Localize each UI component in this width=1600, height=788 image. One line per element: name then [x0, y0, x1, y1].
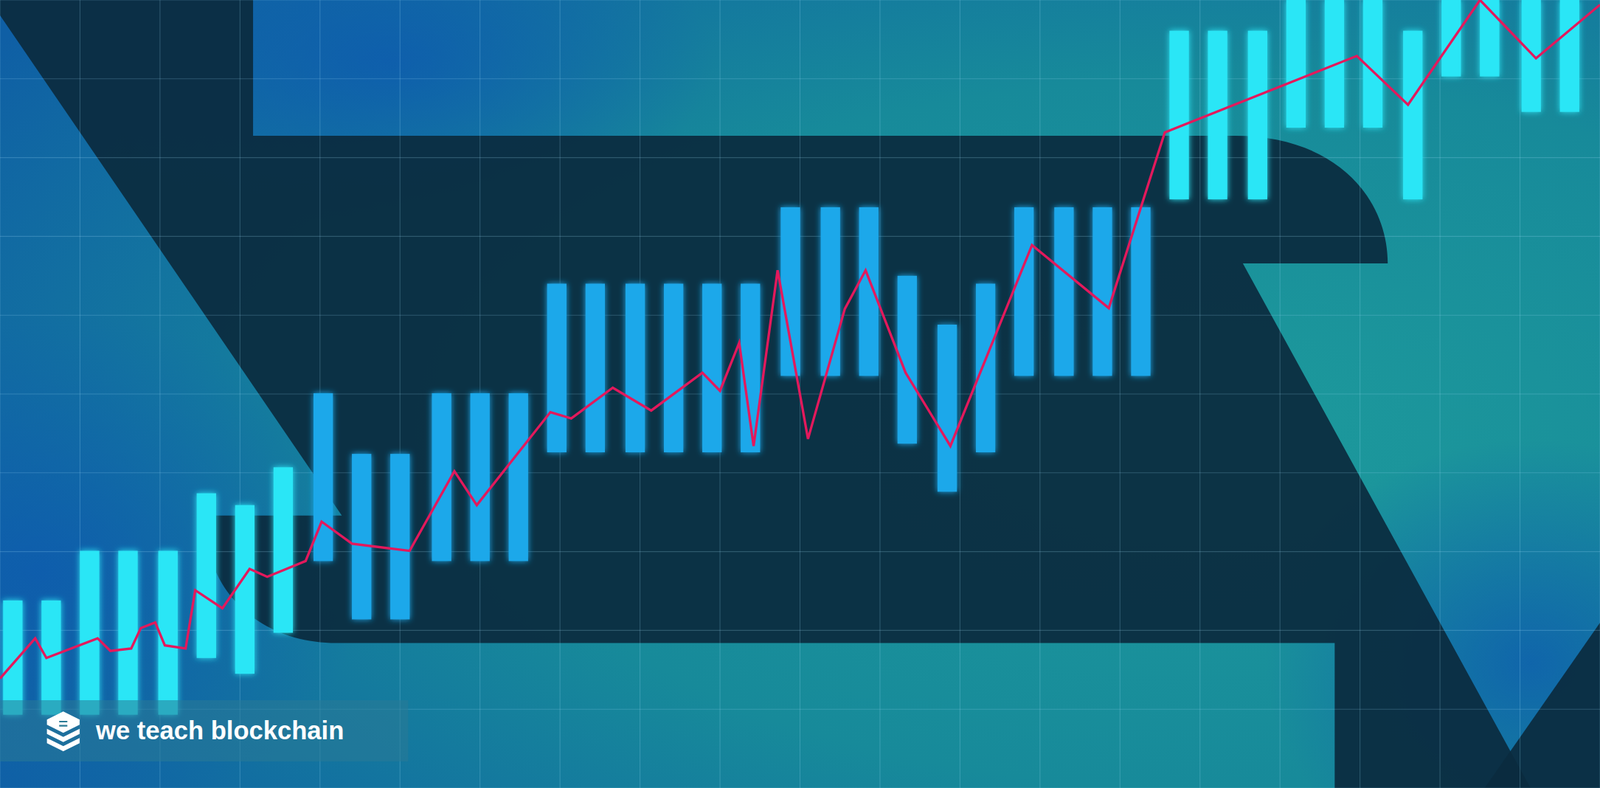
bar [821, 207, 841, 377]
bars [2, 0, 1580, 715]
bar [1014, 207, 1034, 377]
grid-line-y [0, 787, 1600, 788]
bar [780, 207, 800, 377]
bar [351, 453, 372, 619]
bar [118, 551, 138, 715]
bar [975, 283, 996, 453]
canvas: we teach blockchain [0, 0, 1600, 788]
bar [508, 393, 529, 561]
bar [432, 393, 452, 561]
bar [663, 283, 684, 453]
bar [158, 551, 178, 715]
brand-text: we teach blockchain [95, 716, 344, 745]
bar [547, 283, 567, 453]
line [0, 0, 1600, 679]
bar [196, 493, 217, 658]
brand-icon [47, 711, 80, 751]
bar [1441, 0, 1461, 77]
brand: we teach blockchain [0, 700, 408, 762]
bar [390, 453, 410, 619]
grid-line-y [0, 0, 1600, 1]
plot-area [0, 0, 1600, 715]
grid [0, 0, 1600, 788]
bar [1560, 0, 1580, 113]
icon-layer [47, 711, 80, 733]
background [0, 0, 1600, 788]
bar [1286, 0, 1306, 128]
bar [1403, 30, 1423, 200]
bar [1169, 30, 1189, 200]
bar [79, 551, 99, 715]
bar [585, 283, 605, 453]
bar [937, 324, 957, 492]
grid-line-y [0, 157, 1600, 158]
brand-box [0, 700, 408, 762]
grid-line-x [1599, 0, 1600, 788]
bar [470, 393, 490, 561]
bar [859, 207, 879, 377]
grid-line-y [0, 472, 1600, 473]
bar [41, 600, 61, 715]
bar [625, 283, 645, 453]
bar [235, 505, 255, 675]
icon-detail [59, 721, 68, 726]
bar [1092, 207, 1112, 377]
bar [1248, 30, 1268, 200]
bar [273, 466, 293, 633]
bar [1054, 207, 1074, 377]
bar [702, 283, 722, 453]
grid-line-y [0, 78, 1600, 79]
dark-corner [1484, 622, 1600, 788]
